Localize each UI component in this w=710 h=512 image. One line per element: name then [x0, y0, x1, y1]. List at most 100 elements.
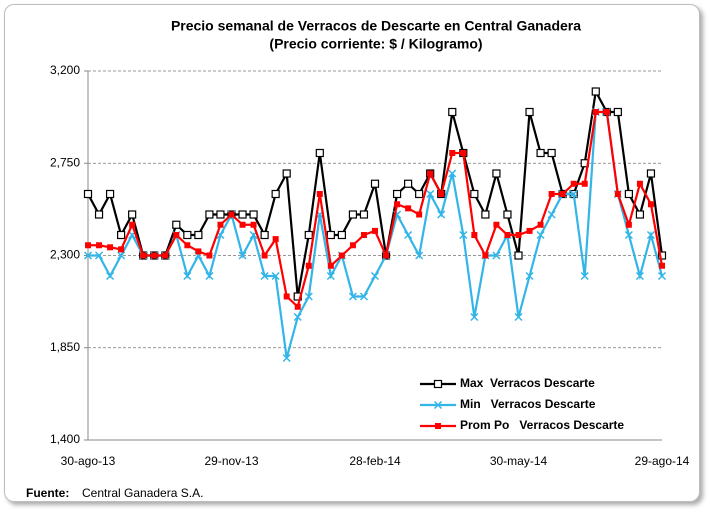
- marker: [326, 271, 335, 281]
- marker: [348, 292, 357, 301]
- marker: [503, 210, 512, 219]
- marker: [624, 230, 633, 240]
- marker: [405, 205, 412, 212]
- marker: [646, 169, 656, 178]
- marker: [415, 251, 424, 260]
- source-label: Fuente:: [26, 486, 69, 500]
- marker: [614, 191, 621, 197]
- marker: [128, 210, 137, 219]
- marker: [657, 271, 667, 281]
- marker: [504, 232, 511, 238]
- marker: [294, 303, 301, 310]
- marker: [83, 251, 93, 260]
- marker: [492, 251, 501, 260]
- marker: [416, 211, 423, 218]
- marker: [96, 242, 103, 249]
- marker: [547, 148, 556, 158]
- marker: [249, 210, 258, 219]
- marker: [205, 210, 214, 219]
- marker: [536, 230, 545, 240]
- marker: [348, 210, 358, 219]
- marker: [449, 150, 456, 156]
- marker: [493, 221, 500, 228]
- marker: [216, 210, 225, 219]
- marker: [304, 292, 313, 301]
- marker: [261, 252, 268, 259]
- marker: [129, 221, 136, 228]
- marker: [580, 271, 589, 281]
- marker: [217, 221, 224, 228]
- marker: [118, 246, 125, 253]
- marker: [239, 221, 246, 228]
- marker: [260, 271, 269, 281]
- marker: [315, 148, 324, 158]
- marker: [404, 179, 413, 188]
- marker: [526, 227, 533, 234]
- marker: [205, 271, 214, 281]
- marker: [438, 191, 445, 197]
- marker: [183, 271, 192, 281]
- marker: [327, 262, 334, 269]
- y-tick-label: 3,200: [50, 63, 80, 77]
- marker: [338, 252, 345, 259]
- marker: [392, 189, 402, 199]
- marker: [172, 220, 181, 229]
- y-tick-label: 2,750: [50, 155, 80, 169]
- marker: [415, 189, 424, 199]
- marker: [482, 252, 489, 259]
- marker: [173, 232, 180, 238]
- x-tick-label: 29-ago-14: [635, 454, 690, 468]
- marker: [184, 242, 191, 249]
- chart-card: [4, 4, 700, 502]
- marker: [360, 232, 367, 238]
- marker: [271, 271, 280, 281]
- marker: [117, 230, 126, 240]
- marker: [372, 227, 378, 234]
- marker: [183, 230, 192, 240]
- marker: [370, 271, 380, 281]
- legend-label: Max Verracos Descarte: [460, 376, 595, 390]
- marker: [647, 201, 654, 208]
- marker: [581, 180, 588, 187]
- marker: [326, 230, 335, 240]
- marker: [427, 170, 434, 177]
- marker: [105, 189, 115, 199]
- legend-label: Prom Po Verracos Descarte: [460, 418, 624, 432]
- marker: [238, 251, 247, 260]
- marker: [349, 242, 356, 249]
- marker: [283, 293, 290, 300]
- marker: [603, 109, 610, 115]
- marker: [250, 221, 257, 228]
- marker: [85, 242, 91, 249]
- marker: [536, 148, 545, 158]
- marker: [481, 210, 490, 219]
- marker: [514, 251, 523, 260]
- marker: [646, 230, 655, 240]
- marker: [228, 211, 235, 218]
- marker: [460, 150, 467, 156]
- marker: [282, 169, 291, 178]
- marker: [548, 191, 555, 197]
- marker: [559, 191, 566, 197]
- marker: [570, 180, 577, 187]
- legend-label: Min Verracos Descarte: [460, 397, 596, 411]
- marker: [537, 221, 544, 228]
- marker: [514, 312, 523, 322]
- legend-marker: [433, 400, 443, 410]
- marker: [448, 107, 457, 117]
- y-tick-label: 2,300: [50, 248, 80, 262]
- marker: [471, 232, 478, 238]
- marker: [83, 189, 93, 199]
- marker: [272, 236, 279, 243]
- marker: [107, 244, 114, 251]
- marker: [591, 87, 600, 96]
- marker: [117, 251, 126, 260]
- marker: [305, 262, 312, 269]
- marker: [195, 248, 202, 255]
- x-tick-label: 30-may-14: [490, 454, 548, 468]
- marker: [613, 107, 622, 117]
- marker: [206, 252, 213, 259]
- marker: [404, 230, 413, 240]
- marker: [525, 107, 534, 117]
